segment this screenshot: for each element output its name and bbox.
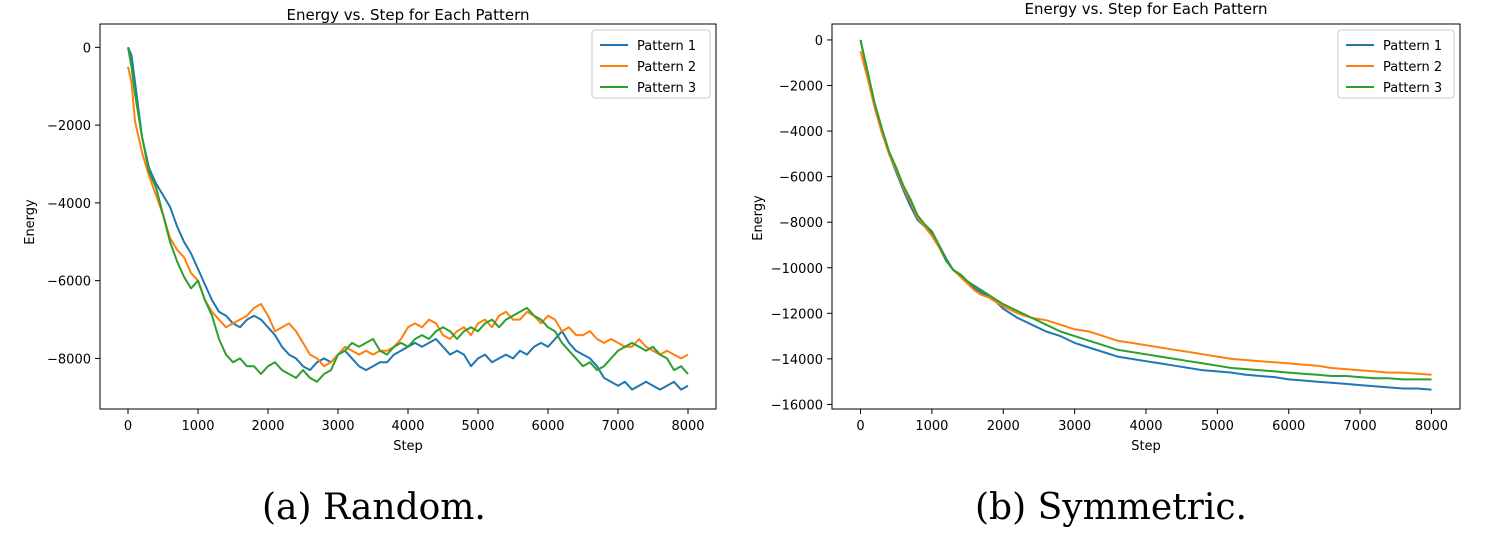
series-line-pattern-2 — [127, 66, 689, 368]
figure-canvas: Energy vs. Step for Each Pattern 0 1000 200… — [23, 0, 1461, 454]
caption-random: (a) Random. — [262, 487, 486, 528]
legend-label-pattern-2: Pattern 2 — [1383, 60, 1442, 75]
y-tick-label: −6000 — [779, 171, 823, 186]
x-tick-label: 6000 — [531, 419, 564, 434]
y-tick-label: −14000 — [771, 353, 823, 368]
x-tick-label: 0 — [124, 419, 132, 434]
x-tick-label: 7000 — [1344, 419, 1377, 434]
x-axis-title: Step — [1131, 439, 1161, 454]
x-tick-label: 2000 — [251, 419, 284, 434]
x-tick-label: 6000 — [1272, 419, 1305, 434]
y-axis-title: Energy — [23, 199, 38, 245]
y-tick-label: −16000 — [771, 398, 823, 413]
y-tick-label: −8000 — [779, 216, 823, 231]
x-tick-label: 8000 — [1415, 419, 1448, 434]
legend-box — [591, 29, 711, 99]
y-tick-label: −12000 — [771, 307, 823, 322]
x-tick-label: 8000 — [671, 419, 704, 434]
x-tick-label: 7000 — [601, 419, 634, 434]
legend-label-pattern-2: Pattern 2 — [637, 60, 696, 75]
chart-title: Energy vs. Step for Each Pattern — [287, 6, 530, 24]
caption-symmetric: (b) Symmetric. — [975, 487, 1247, 528]
legend-box — [1337, 29, 1455, 99]
x-axis-title: Step — [393, 439, 423, 454]
legend-label-pattern-1: Pattern 1 — [637, 39, 696, 54]
series-line-pattern-3 — [127, 47, 689, 383]
x-tick-label: 1000 — [181, 419, 214, 434]
y-tick-label: −10000 — [771, 262, 823, 277]
series-line-pattern-3 — [859, 39, 1432, 381]
series-line-pattern-1 — [127, 46, 689, 391]
x-tick-label: 3000 — [321, 419, 354, 434]
y-tick-label: −4000 — [779, 125, 823, 140]
y-tick-label: 0 — [815, 34, 823, 49]
legend-label-pattern-1: Pattern 1 — [1383, 39, 1442, 54]
x-tick-label: 0 — [856, 419, 864, 434]
y-axis-title: Energy — [751, 195, 766, 241]
y-tick-label: −6000 — [47, 275, 91, 290]
y-tick-label: −2000 — [779, 80, 823, 95]
legend-label-pattern-3: Pattern 3 — [1383, 81, 1442, 96]
y-tick-label: 0 — [83, 41, 91, 56]
chart-title: Energy vs. Step for Each Pattern — [1025, 0, 1268, 18]
y-tick-label: −4000 — [47, 197, 91, 212]
y-tick-label: −2000 — [47, 119, 91, 134]
x-tick-label: 2000 — [987, 419, 1020, 434]
y-tick-label: −8000 — [47, 352, 91, 367]
series-line-pattern-2 — [859, 51, 1432, 376]
legend-label-pattern-3: Pattern 3 — [637, 81, 696, 96]
x-tick-label: 4000 — [391, 419, 424, 434]
x-tick-label: 5000 — [461, 419, 494, 434]
x-tick-label: 3000 — [1058, 419, 1091, 434]
chart-symmetric: Energy vs. Step for Each Pattern 0 1000 200… — [751, 0, 1461, 454]
chart-random: Energy vs. Step for Each Pattern 0 1000 200… — [23, 6, 717, 454]
x-tick-label: 5000 — [1201, 419, 1234, 434]
x-tick-label: 1000 — [915, 419, 948, 434]
x-tick-label: 4000 — [1129, 419, 1162, 434]
